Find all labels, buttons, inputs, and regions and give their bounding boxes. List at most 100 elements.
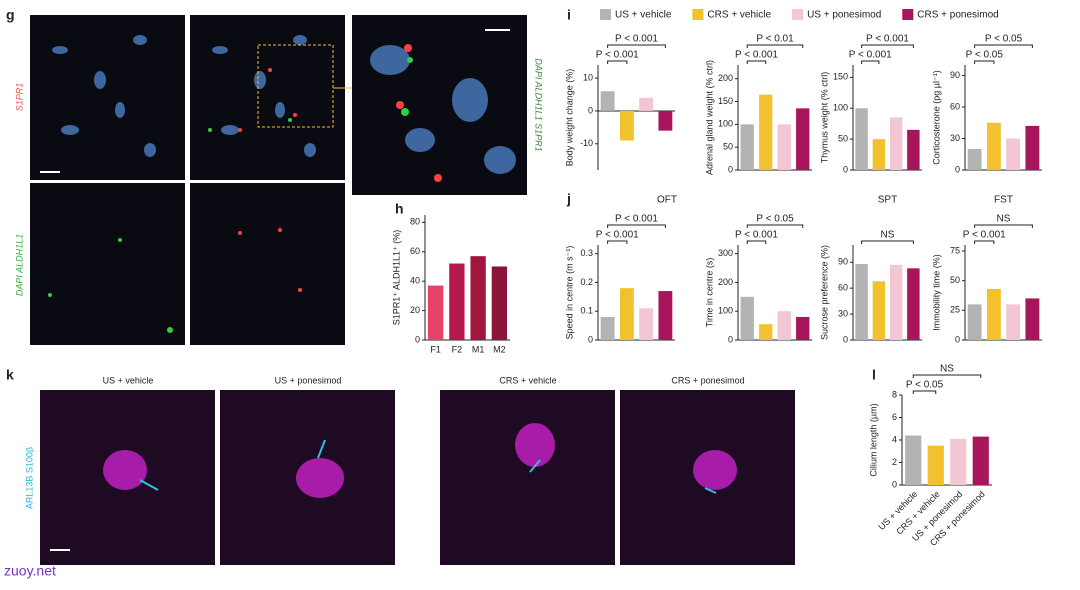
bar [950, 438, 967, 485]
bar [639, 97, 654, 111]
bar [967, 149, 982, 170]
y-tick-label: 0 [415, 334, 420, 344]
image-title: US + vehicle [103, 375, 154, 385]
x-tick-label: M1 [472, 344, 485, 354]
y-tick-label: 300 [718, 248, 733, 258]
significance-label: NS [881, 230, 895, 241]
image-title: US + ponesimod [275, 375, 342, 385]
y-axis-label: Cilium length (µm) [868, 403, 878, 476]
y-axis-label: Corticosterone (pg µl⁻¹) [931, 70, 941, 164]
bar [1006, 304, 1021, 340]
bar [427, 285, 444, 340]
bar [759, 324, 773, 340]
y-tick-label: 8 [892, 389, 897, 399]
bar [796, 108, 810, 170]
y-tick-label: 0 [588, 334, 593, 344]
significance-label: P < 0.05 [906, 380, 944, 391]
y-tick-label: 30 [950, 133, 960, 143]
legend-label: CRS + vehicle [707, 10, 771, 21]
bar [855, 264, 868, 340]
bar [449, 263, 465, 340]
x-tick-label: F1 [430, 344, 441, 354]
significance-label: P < 0.001 [963, 230, 1006, 241]
watermark: zuoy.net [4, 563, 56, 579]
y-tick-label: 4 [892, 434, 897, 444]
y-tick-label: 0.1 [580, 306, 593, 316]
significance-bracket [974, 60, 995, 64]
bar [967, 304, 982, 340]
significance-bracket [912, 390, 937, 394]
y-tick-label: 30 [838, 308, 848, 318]
significance-label: P < 0.01 [756, 34, 794, 45]
y-tick-label: 50 [723, 142, 733, 152]
bar [972, 436, 989, 485]
bar [777, 124, 791, 170]
bar [1025, 125, 1040, 170]
legend-swatch [902, 9, 914, 20]
y-tick-label: 50 [950, 275, 960, 285]
y-tick-label: 100 [718, 119, 733, 129]
significance-label: NS [940, 364, 954, 375]
significance-label: P < 0.001 [615, 214, 658, 225]
significance-label: NS [997, 214, 1011, 225]
y-axis-label: Time in centre (s) [704, 258, 714, 328]
bar [889, 117, 903, 170]
bar [1025, 298, 1040, 340]
significance-label: P < 0.001 [866, 34, 909, 45]
x-tick-label: F2 [452, 344, 463, 354]
y-axis-label: Immobility time (%) [931, 254, 941, 331]
image-label: DAPI ALDH1L1 [14, 234, 24, 296]
bar [905, 435, 922, 485]
y-tick-label: 100 [718, 306, 733, 316]
significance-label: P < 0.001 [596, 230, 639, 241]
significance-bracket [746, 60, 767, 64]
significance-label: P < 0.05 [985, 34, 1023, 45]
significance-bracket [861, 44, 914, 48]
y-tick-label: 0 [955, 164, 960, 174]
bar [777, 311, 791, 340]
significance-bracket [746, 44, 804, 48]
y-tick-label: 0 [843, 334, 848, 344]
y-axis-label: Speed in centre (m s⁻¹) [564, 246, 574, 340]
bar [619, 110, 634, 141]
y-tick-label: -10 [580, 138, 593, 148]
legend-swatch [600, 9, 611, 20]
significance-label: P < 0.001 [596, 50, 639, 61]
y-tick-label: 200 [718, 277, 733, 287]
bar [927, 445, 944, 485]
bar [658, 291, 673, 340]
significance-label: P < 0.001 [615, 34, 658, 45]
panel-label: i [567, 7, 571, 23]
panel-label: l [872, 367, 876, 383]
bar [470, 256, 486, 340]
legend-label: CRS + ponesimod [917, 10, 998, 21]
bar [986, 122, 1001, 170]
bar [491, 266, 508, 340]
y-tick-label: 0 [955, 334, 960, 344]
y-tick-label: 60 [950, 101, 960, 111]
y-tick-label: 0.3 [580, 248, 593, 258]
y-tick-label: 0 [728, 164, 733, 174]
y-tick-label: 80 [410, 217, 420, 227]
image-label: DAPI ALDH1L1 S1PR1 [534, 58, 544, 151]
bar [740, 124, 754, 170]
y-axis-label: Body weight change (%) [564, 69, 574, 167]
bar [658, 110, 673, 131]
significance-bracket [974, 224, 1033, 228]
bar [855, 108, 868, 170]
y-tick-label: 25 [950, 305, 960, 315]
bar [872, 139, 886, 170]
bar [639, 308, 654, 340]
significance-bracket [607, 60, 628, 64]
y-tick-label: 0 [843, 164, 848, 174]
significance-label: P < 0.001 [735, 230, 778, 241]
panel-label: g [6, 7, 15, 23]
significance-bracket [746, 240, 767, 244]
y-tick-label: 2 [892, 457, 897, 467]
y-tick-label: 0 [588, 105, 593, 115]
y-tick-label: 75 [950, 245, 960, 255]
bar [1006, 138, 1021, 170]
y-tick-label: 200 [718, 73, 733, 83]
y-tick-label: 10 [583, 73, 593, 83]
